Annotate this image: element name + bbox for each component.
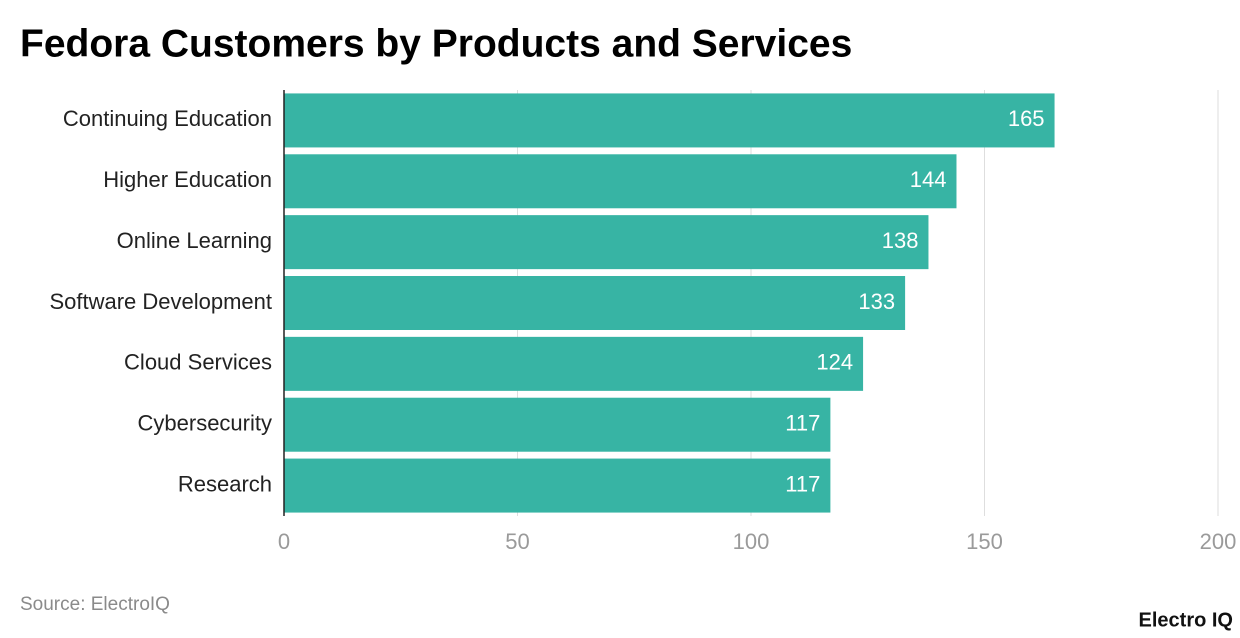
- x-tick-label: 50: [505, 529, 529, 554]
- bar: [284, 154, 957, 209]
- value-label: 117: [785, 411, 820, 436]
- x-tick-label: 100: [733, 529, 770, 554]
- y-tick-label: Continuing Education: [63, 106, 272, 131]
- bar: [284, 397, 831, 452]
- bar: [284, 276, 906, 330]
- x-tick-label: 150: [966, 529, 1003, 554]
- source-note: Source: ElectroIQ: [20, 594, 170, 615]
- bar: [284, 458, 831, 513]
- value-label: 133: [858, 289, 895, 314]
- value-label: 144: [910, 167, 947, 192]
- value-label: 165: [1008, 106, 1045, 131]
- bar: [284, 336, 864, 391]
- value-label: 124: [816, 350, 853, 375]
- x-tick-label: 200: [1200, 529, 1237, 554]
- value-label: 117: [785, 471, 820, 496]
- chart-title: Fedora Customers by Products and Service…: [20, 22, 852, 65]
- value-label: 138: [882, 228, 919, 253]
- y-tick-label: Cloud Services: [124, 350, 272, 375]
- y-tick-label: Software Development: [49, 289, 272, 314]
- bar: [284, 215, 929, 270]
- y-tick-label: Research: [178, 471, 272, 496]
- y-tick-label: Online Learning: [117, 228, 272, 253]
- brand-logo: Electro IQ: [1139, 609, 1233, 631]
- y-tick-label: Cybersecurity: [138, 411, 272, 436]
- x-tick-label: 0: [278, 529, 290, 554]
- bar: [284, 93, 1055, 148]
- y-tick-label: Higher Education: [103, 167, 272, 192]
